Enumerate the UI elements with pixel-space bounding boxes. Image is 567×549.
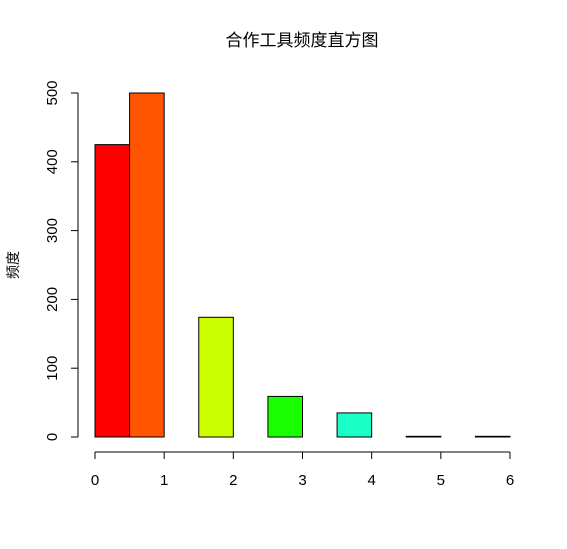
x-tick-label: 4 bbox=[367, 472, 375, 489]
histogram-bar-1 bbox=[129, 92, 165, 438]
x-tick-label: 6 bbox=[506, 472, 514, 489]
y-ticks: 0 100 200 300 400 500 bbox=[44, 80, 78, 441]
y-axis-label: 频度 bbox=[6, 251, 22, 279]
y-tick-label: 100 bbox=[44, 356, 61, 381]
y-tick-label: 500 bbox=[44, 80, 61, 105]
y-tick-label: 200 bbox=[44, 287, 61, 312]
x-axis: 0 1 2 3 4 5 6 bbox=[91, 451, 514, 489]
y-tick-label: 0 bbox=[44, 433, 61, 441]
y-tick-label: 300 bbox=[44, 218, 61, 243]
histogram-bar-7 bbox=[336, 412, 373, 438]
chart-title: 合作工具频度直方图 bbox=[226, 31, 379, 51]
x-tick-label: 1 bbox=[160, 472, 168, 489]
x-ticks: 0 1 2 3 4 5 6 bbox=[91, 452, 514, 489]
histogram-bar-0 bbox=[94, 144, 131, 438]
histogram-bar-5 bbox=[267, 395, 303, 438]
y-axis: 0 100 200 300 400 500 bbox=[44, 80, 79, 441]
histogram-bar-9 bbox=[405, 435, 442, 438]
y-tick-label: 400 bbox=[44, 149, 61, 174]
x-tick-label: 2 bbox=[229, 472, 237, 489]
histogram-bar-11 bbox=[474, 435, 511, 438]
x-tick-label: 3 bbox=[298, 472, 306, 489]
x-tick-label: 5 bbox=[437, 472, 445, 489]
x-tick-label: 0 bbox=[91, 472, 99, 489]
histogram-bar-3 bbox=[198, 316, 234, 438]
bars-group bbox=[94, 92, 511, 438]
